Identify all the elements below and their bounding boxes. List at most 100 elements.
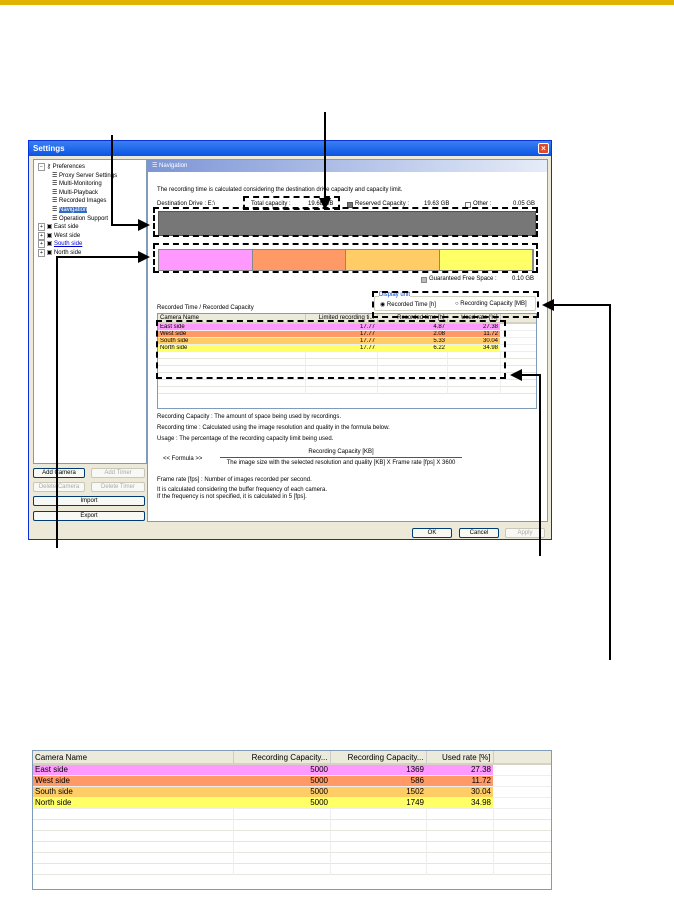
table-row[interactable]: South side 5000 1502 30.04	[33, 786, 551, 797]
arrow-to-camera-bar	[56, 251, 150, 548]
expander-icon[interactable]: +	[38, 249, 45, 257]
tree-item-label: West side	[53, 232, 81, 239]
frame-note-2: It is calculated considering the buffer …	[157, 487, 327, 493]
column-header[interactable]: Camera Name	[158, 314, 306, 323]
cell-used: 30.04	[447, 337, 500, 345]
cell-name: North side	[158, 344, 305, 352]
tree-item-label: East side	[53, 224, 79, 231]
list-icon: ☰	[52, 198, 60, 205]
note-capacity: Recording Capacity : The amount of space…	[157, 414, 341, 420]
empty-row	[33, 808, 551, 819]
radio-recorded-time[interactable]: ◉ Recorded Time [h]	[380, 301, 436, 308]
formula-denominator: The image size with the selected resolut…	[226, 460, 456, 466]
expander-icon[interactable]: −	[38, 163, 45, 171]
column-header[interactable]: Recording Capacity...	[330, 751, 427, 764]
header-rule	[0, 0, 674, 5]
display-unit-group: Display unit ◉ Recorded Time [h] ○ Recor…	[374, 292, 536, 311]
table-row[interactable]: North side 5000 1749 34.98	[33, 797, 551, 808]
tree-item[interactable]: ☰ Navigation	[52, 206, 88, 214]
camera-capacity-bar	[158, 249, 534, 271]
reserved-value: 19.63 GB	[424, 201, 450, 207]
empty-row	[158, 372, 536, 380]
column-header[interactable]: Recorded time [h]	[377, 314, 448, 323]
callout-total-capacity	[243, 196, 340, 210]
list-icon: ☰	[152, 163, 160, 169]
delete-camera-button[interactable]: Delete Camera	[33, 482, 85, 492]
capacity-segment	[159, 250, 253, 270]
tree-item[interactable]: ☰ Multi-Playback	[52, 189, 98, 197]
cell-limit: 17.77	[305, 330, 377, 338]
frame-note-3: If the frequency is not specified, it is…	[157, 494, 307, 500]
table-row[interactable]: West side 5000 586 11.72	[33, 775, 551, 786]
column-header[interactable]: Limited recording ti...	[305, 314, 378, 323]
cell-name: West side	[158, 330, 305, 338]
cell-name: South side	[158, 337, 305, 345]
recording-capacity-table: Camera Name Recording Capacity... Recordin…	[32, 750, 552, 890]
column-header[interactable]: Camera Name	[33, 751, 234, 764]
empty-row	[33, 830, 551, 841]
column-header[interactable]: Used rate [%]	[426, 751, 494, 764]
capacity-segment	[439, 250, 533, 270]
add-camera-button[interactable]: Add Camera	[33, 468, 85, 478]
table-header: Camera Name Recording Capacity... Recordin…	[33, 751, 551, 764]
cancel-button[interactable]: Cancel	[459, 528, 499, 538]
cell-used: 34.98	[447, 344, 500, 352]
tree-item-label: Recorded Images	[59, 198, 107, 205]
table-row[interactable]: North side 17.77 6.22 34.98	[158, 344, 536, 352]
tree-item-label: Multi-Monitoring	[59, 181, 102, 188]
table-row[interactable]: South side 17.77 5.33 30.04	[158, 337, 536, 345]
radio-recording-capacity[interactable]: ○ Recording Capacity [MB]	[455, 301, 527, 307]
cell-limit: 17.77	[305, 323, 377, 331]
callout-camera-bar	[153, 243, 538, 273]
other-value: 0.05 GB	[513, 201, 536, 207]
capacity-segment	[346, 250, 440, 270]
export-button[interactable]: Export	[33, 511, 145, 521]
tree-item[interactable]: ☰ Proxy Server Settings	[52, 172, 117, 180]
tree-item[interactable]: − ⚷ Preferences	[38, 163, 85, 171]
formula-label: << Formula >>	[163, 456, 203, 462]
reserved-capacity-bar	[158, 211, 536, 236]
delete-timer-button[interactable]: Delete Timer	[91, 482, 145, 492]
close-button[interactable]: ×	[538, 143, 549, 154]
table-row[interactable]: East side 17.77 4.87 27.38	[158, 323, 536, 331]
tree-item[interactable]: + ▣ West side	[38, 231, 81, 240]
window-title: Settings	[33, 144, 65, 153]
cell-used: 30.04	[426, 786, 493, 797]
radio-selected-icon: ◉	[380, 302, 387, 308]
table-row[interactable]: East side 5000 1369 27.38	[33, 764, 551, 775]
arrow-to-reserved-bar	[111, 135, 150, 231]
callout-table-rows	[156, 320, 506, 379]
tree-item[interactable]: + ▣ East side	[38, 223, 79, 232]
total-capacity-label: Total capacity :	[251, 201, 291, 207]
tree-item[interactable]: + ▣ North side	[38, 249, 81, 257]
empty-row	[33, 819, 551, 830]
tree-item[interactable]: ☰ Multi-Monitoring	[52, 180, 102, 188]
arrow-to-display-unit	[542, 299, 611, 660]
column-header[interactable]: Recording Capacity...	[233, 751, 331, 764]
cell-recorded: 6.22	[377, 344, 447, 352]
apply-button[interactable]: Apply	[505, 528, 545, 538]
column-header[interactable]: Used rate [%]	[447, 314, 501, 323]
list-icon: ☰	[52, 207, 60, 213]
formula-numerator: Recording Capacity [KB]	[308, 449, 374, 455]
table-row[interactable]: West side 17.77 2.08 11.72	[158, 330, 536, 338]
cell-name: East side	[158, 323, 305, 331]
expander-icon[interactable]: +	[38, 231, 45, 240]
guaranteed-value: 0.10 GB	[512, 276, 535, 282]
expander-icon[interactable]: +	[38, 240, 45, 249]
tree-item[interactable]: + ▣ South side	[38, 240, 82, 249]
add-timer-button[interactable]: Add Timer	[91, 468, 145, 478]
list-icon: ☰	[52, 215, 60, 222]
expander-icon[interactable]: +	[38, 223, 45, 232]
list-icon: ☰	[52, 181, 60, 188]
guaranteed-label: Guaranteed Free Space :	[429, 276, 497, 282]
ok-button[interactable]: OK	[412, 528, 452, 538]
tree-item[interactable]: ☰ Recorded Images	[52, 197, 106, 205]
cell-recorded: 4.87	[377, 323, 447, 331]
intro-text: The recording time is calculated conside…	[157, 187, 403, 193]
import-button[interactable]: Import	[33, 496, 145, 506]
tree-item[interactable]: ☰ Operation Support	[52, 215, 108, 223]
tree-item-label: North side	[53, 250, 82, 256]
cell-recorded: 5.33	[377, 337, 447, 345]
